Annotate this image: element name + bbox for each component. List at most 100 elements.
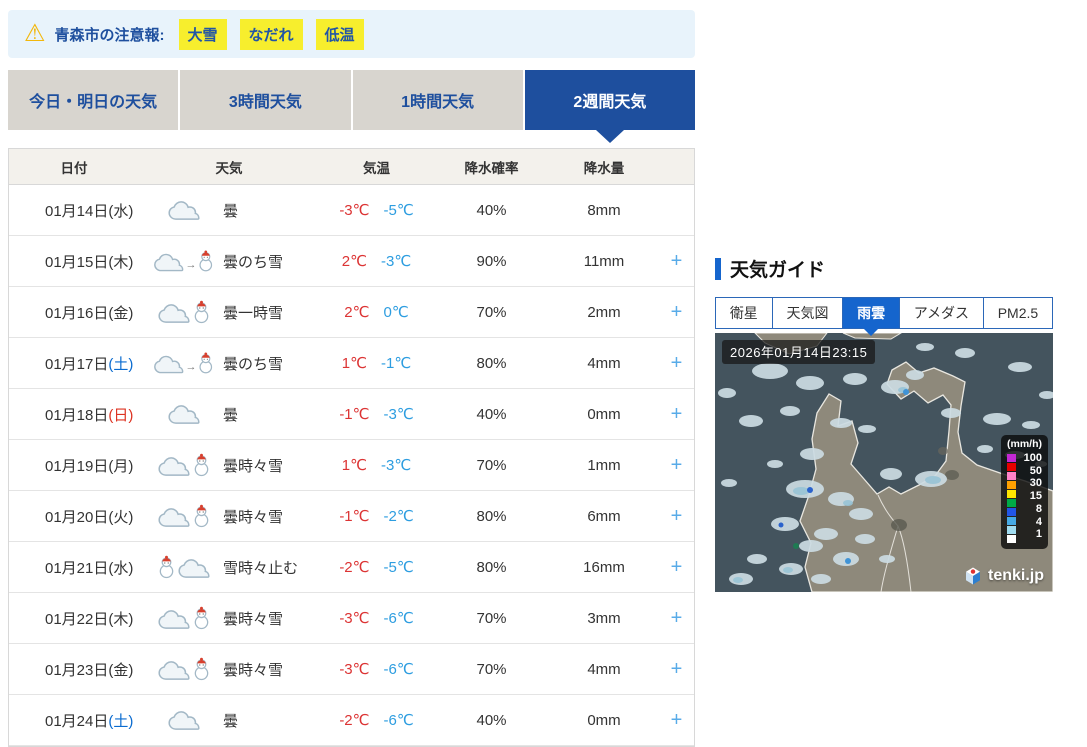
date-cell: 01月21日(水) — [9, 557, 139, 578]
expand-button[interactable]: + — [670, 300, 683, 323]
date-cell: 01月18日(日) — [9, 404, 139, 425]
weather-label: 曇 — [223, 406, 239, 424]
day-of-week: (日) — [108, 406, 134, 424]
tab-today-tomorrow[interactable]: 今日・明日の天気 — [8, 70, 179, 130]
tab-satellite[interactable]: 衛星 — [729, 305, 758, 321]
rain-radar-map[interactable]: 2026年01月14日23:15 (mm/h) 100 50 30 15 8 4 1 ten… — [715, 333, 1053, 592]
expand-button[interactable]: + — [670, 606, 683, 629]
low-temp: -5℃ — [383, 559, 414, 576]
table-row: 01月24日(土) →曇 -2℃-6℃ 40% 0mm + — [9, 695, 694, 746]
high-temp: 1℃ — [341, 457, 367, 474]
weather-label: 曇時々雪 — [223, 661, 284, 679]
precip-probability: 80% — [476, 558, 507, 576]
weather-cell: → 曇一時雪 — [139, 300, 319, 324]
precip-amount: 8mm — [587, 201, 621, 219]
precip-amount: 4mm — [587, 354, 621, 372]
tab-weather-chart[interactable]: 天気図 — [771, 298, 843, 328]
high-temp: -2℃ — [339, 559, 370, 576]
cloudy-icon: → — [153, 200, 215, 221]
rain-intensity-legend: (mm/h) 100 50 30 15 8 4 1 — [1001, 435, 1048, 549]
precip-probability: 40% — [476, 405, 507, 423]
date-cell: 01月17日(土) — [9, 353, 139, 374]
tab-pm25[interactable]: PM2.5 — [982, 298, 1052, 328]
legend-unit-label: (mm/h) — [1007, 438, 1042, 450]
precip-probability: 40% — [476, 201, 507, 219]
precip-amount: 6mm — [587, 507, 621, 525]
tab-2week[interactable]: 2週間天気 — [524, 70, 695, 130]
tab-amedas[interactable]: アメダス — [898, 298, 983, 328]
table-row: 01月15日(木) → 曇のち雪 2℃ -3℃ 90% 11mm + — [9, 236, 694, 287]
temperature-cell: -3℃ -6℃ — [319, 660, 434, 678]
weather-label: 曇一時雪 — [223, 304, 284, 322]
temperature-cell: 2℃ 0℃ — [319, 303, 434, 321]
header-precip-amount: 降水量 — [583, 160, 625, 176]
expand-button[interactable]: + — [670, 249, 683, 272]
weather-cell: →曇 — [139, 404, 319, 425]
high-temp: -3℃ — [339, 661, 370, 678]
table-row: 01月23日(金) → 曇時々雪 -3℃ -6℃ 70% 4mm + — [9, 644, 694, 695]
precip-probability: 40% — [476, 711, 507, 729]
date-text: 01月16日 — [45, 304, 109, 322]
tab-3hour[interactable]: 3時間天気 — [180, 70, 351, 130]
expand-button[interactable]: + — [670, 453, 683, 476]
date-text: 01月18日 — [45, 406, 109, 424]
low-temp: -2℃ — [383, 508, 414, 525]
warning-tag-low-temp[interactable]: 低温 — [315, 18, 364, 50]
cloud-snow-icon: → — [153, 657, 215, 681]
weather-cell: →曇 — [139, 200, 319, 221]
tenki-jp-logo: tenki.jp — [963, 566, 1044, 586]
date-text: 01月21日 — [45, 559, 109, 577]
expand-button[interactable]: + — [670, 708, 683, 731]
weather-label: 曇 — [223, 202, 239, 220]
date-cell: 01月16日(金) — [9, 302, 139, 323]
weather-label: 曇時々雪 — [223, 508, 284, 526]
table-row: 01月17日(土) → 曇のち雪 1℃ -1℃ 80% 4mm + — [9, 338, 694, 389]
weather-cell: → 曇時々雪 — [139, 606, 319, 630]
precip-probability: 70% — [476, 660, 507, 678]
date-text: 01月15日 — [45, 253, 109, 271]
expand-button[interactable]: + — [670, 504, 683, 527]
temperature-cell: 1℃ -3℃ — [319, 456, 434, 474]
precip-probability: 80% — [476, 354, 507, 372]
table-row: 01月19日(月) → 曇時々雪 1℃ -3℃ 70% 1mm + — [9, 440, 694, 491]
precip-probability: 70% — [476, 609, 507, 627]
cloud-snow-icon: → — [153, 606, 215, 630]
expand-button[interactable]: + — [670, 402, 683, 425]
tenki-cube-icon — [965, 567, 980, 585]
expand-button[interactable]: + — [670, 657, 683, 680]
weather-label: 曇時々雪 — [223, 457, 284, 475]
day-of-week: (木) — [108, 253, 134, 271]
table-row: 01月18日(日) →曇 -1℃-3℃ 40% 0mm + — [9, 389, 694, 440]
day-of-week: (月) — [108, 457, 134, 475]
date-text: 01月22日 — [45, 610, 109, 628]
expand-button[interactable]: + — [670, 555, 683, 578]
high-temp: -3℃ — [339, 202, 370, 219]
tab-rain-cloud[interactable]: 雨雲 — [842, 298, 899, 328]
table-row: 01月20日(火) → 曇時々雪 -1℃ -2℃ 80% 6mm + — [9, 491, 694, 542]
table-header-row: 日付 天気 気温 降水確率 降水量 — [9, 149, 694, 185]
high-temp: -3℃ — [339, 610, 370, 627]
precip-probability: 80% — [476, 507, 507, 525]
date-text: 01月24日 — [45, 712, 109, 730]
day-of-week: (水) — [108, 202, 134, 220]
high-temp: 2℃ — [341, 253, 367, 270]
warning-tag-heavy-snow[interactable]: 大雪 — [178, 18, 227, 50]
low-temp: -3℃ — [381, 457, 412, 474]
date-text: 01月17日 — [45, 355, 109, 373]
weather-cell: →曇 — [139, 710, 319, 731]
low-temp: -6℃ — [383, 712, 414, 729]
precip-amount: 0mm — [587, 405, 621, 423]
two-week-forecast-table: 日付 天気 気温 降水確率 降水量 01月14日(水) →曇 -3℃-5℃ 40… — [8, 148, 695, 747]
high-temp: -1℃ — [339, 508, 370, 525]
low-temp: 0℃ — [383, 304, 409, 321]
day-of-week: (火) — [108, 508, 134, 526]
warning-banner: ⚠ 青森市の注意報: 大雪 なだれ 低温 — [8, 10, 695, 58]
temperature-cell: 1℃ -1℃ — [319, 354, 434, 372]
tab-1hour[interactable]: 1時間天気 — [352, 70, 523, 130]
warning-tag-avalanche[interactable]: なだれ — [239, 18, 303, 50]
weather-label: 雪時々止む — [223, 559, 299, 577]
date-cell: 01月24日(土) — [9, 710, 139, 731]
weather-guide-title: 天気ガイド — [730, 260, 826, 281]
cloud-snow-icon: → — [153, 300, 215, 324]
expand-button[interactable]: + — [670, 351, 683, 374]
